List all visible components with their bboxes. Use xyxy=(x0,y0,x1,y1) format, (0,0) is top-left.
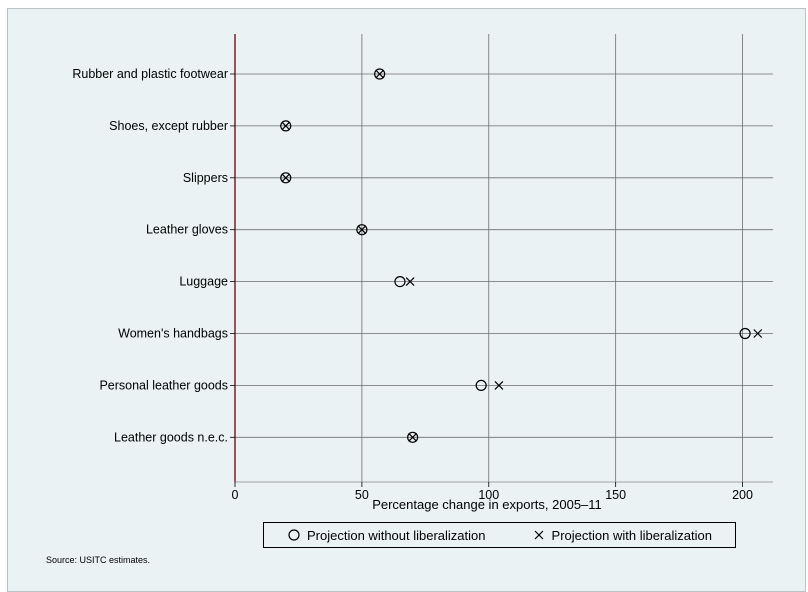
y-tick-label: Rubber and plastic footwear xyxy=(72,67,228,81)
point-with-liberalization xyxy=(375,69,385,79)
point-without-liberalization xyxy=(280,172,292,184)
chart-frame xyxy=(7,8,806,592)
legend-label-without: Projection without liberalization xyxy=(307,527,486,543)
x-axis-label: Percentage change in exports, 2005–11 xyxy=(372,497,602,512)
point-with-liberalization xyxy=(357,225,367,235)
source-note: Source: USITC estimates. xyxy=(46,555,151,565)
x-tick-label: 0 xyxy=(232,488,239,502)
point-without-liberalization xyxy=(356,224,368,236)
legend-item-without: Projection without liberalization xyxy=(287,527,486,543)
point-without-liberalization xyxy=(739,327,751,340)
legend-x-icon xyxy=(534,530,543,540)
x-tick-label: 200 xyxy=(732,488,753,502)
point-with-liberalization xyxy=(281,173,291,183)
y-tick-label: Women's handbags xyxy=(118,327,228,341)
y-tick-label: Leather goods n.e.c. xyxy=(114,430,228,444)
point-without-liberalization xyxy=(374,68,386,80)
x-tick-label: 50 xyxy=(355,488,369,502)
point-with-liberalization xyxy=(408,432,418,442)
top-strip xyxy=(0,0,808,8)
y-tick-label: Shoes, except rubber xyxy=(109,119,228,133)
y-tick-label: Slippers xyxy=(183,171,228,185)
point-without-liberalization xyxy=(475,379,487,391)
legend-item-with: Projection with liberalization xyxy=(532,528,712,543)
point-with-liberalization xyxy=(281,121,291,131)
point-with-liberalization xyxy=(753,329,763,338)
point-without-liberalization xyxy=(407,431,419,443)
point-without-liberalization xyxy=(394,276,406,288)
legend-circle-icon xyxy=(288,529,300,541)
y-tick-label: Luggage xyxy=(179,275,228,289)
legend: Projection without liberalization Projec… xyxy=(263,522,736,548)
legend-label-with: Projection with liberalization xyxy=(551,527,712,543)
point-with-liberalization xyxy=(405,277,415,287)
x-tick-label: 100 xyxy=(478,488,499,502)
point-without-liberalization xyxy=(280,120,292,132)
y-tick-label: Leather gloves xyxy=(146,223,228,237)
y-tick-label: Personal leather goods xyxy=(99,378,228,392)
point-with-liberalization xyxy=(494,380,504,390)
x-tick-label: 150 xyxy=(605,488,626,502)
